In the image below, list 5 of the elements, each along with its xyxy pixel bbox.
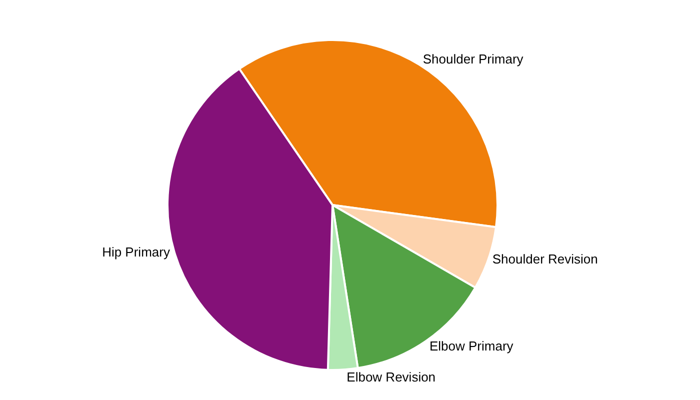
slice-label: Elbow Primary (429, 338, 514, 354)
slice-label: Elbow Revision (346, 370, 436, 385)
slice-label: Hip Primary (102, 244, 170, 260)
slice-label: Shoulder Revision (492, 252, 598, 267)
slice-label: Shoulder Primary (422, 52, 524, 67)
